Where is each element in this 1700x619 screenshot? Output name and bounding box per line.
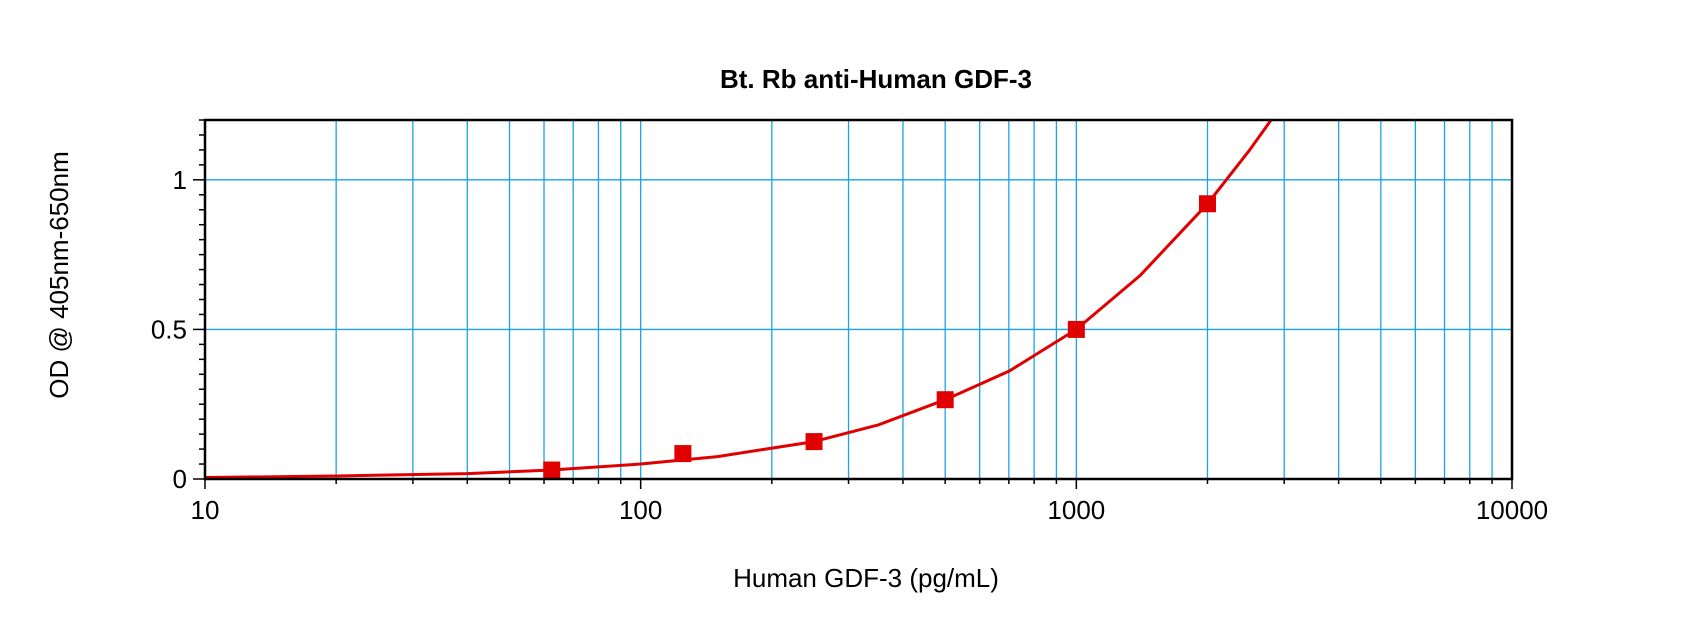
x-tick-label: 10	[191, 495, 220, 525]
y-tick-label: 0	[173, 464, 187, 494]
y-axis-label: OD @ 405nm-650nm	[44, 151, 74, 399]
data-point-marker	[805, 433, 823, 451]
y-tick-label: 0.5	[151, 314, 187, 344]
x-tick-label: 10000	[1476, 495, 1548, 525]
plot-area-border	[203, 118, 1514, 481]
fit-curve-layer	[204, 119, 1273, 479]
chart-title: Bt. Rb anti-Human GDF-3	[720, 64, 1032, 94]
data-point-marker	[1067, 320, 1085, 338]
tick-labels: 10 100 1000 10000 0 0.5 1	[151, 165, 1548, 525]
plot-frame	[203, 118, 1514, 481]
y-tick-label: 1	[173, 165, 187, 195]
data-markers	[543, 195, 1216, 479]
grid-lines	[205, 120, 1512, 479]
data-point-marker	[1198, 195, 1216, 213]
fit-curve	[204, 119, 1273, 479]
x-tick-label: 1000	[1047, 495, 1105, 525]
y-minor-ticks	[193, 119, 1513, 489]
x-tick-label: 100	[619, 495, 662, 525]
data-point-marker	[674, 445, 692, 463]
data-point-marker	[936, 391, 954, 409]
x-axis-label: Human GDF-3 (pg/mL)	[733, 563, 999, 593]
data-point-marker	[543, 461, 561, 479]
